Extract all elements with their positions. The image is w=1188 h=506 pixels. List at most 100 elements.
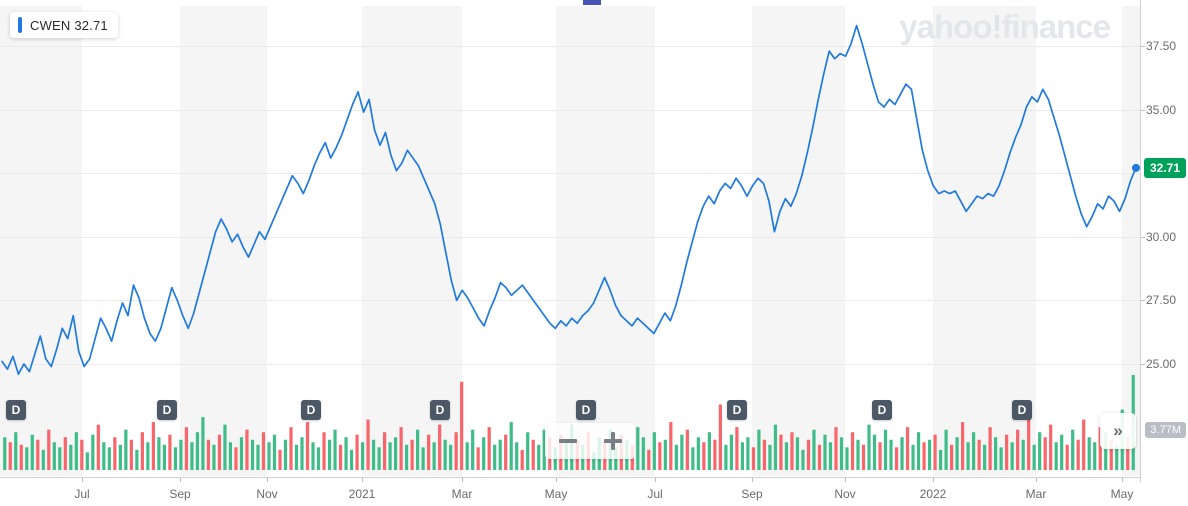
volume-bar [250, 439, 255, 470]
volume-bar [509, 422, 513, 470]
volume-bar [118, 444, 122, 470]
volume-bar [498, 439, 502, 470]
watermark-text-finance: finance [1001, 8, 1111, 45]
volume-bar [14, 432, 18, 470]
volume-bar [647, 449, 651, 470]
volume-bar [30, 434, 34, 470]
volume-bar [184, 427, 189, 470]
volume-bar [129, 439, 133, 470]
volume-bars [3, 375, 1135, 470]
volume-bar [355, 434, 359, 470]
volume-bar [867, 424, 871, 470]
chart-horizontal-scrollbar-track[interactable] [0, 0, 1188, 5]
date-axis-tick-label: May [1110, 487, 1134, 501]
dividend-marker[interactable]: D [430, 400, 450, 420]
dividend-marker[interactable]: D [727, 400, 747, 420]
volume-bar [454, 432, 458, 470]
minus-icon [558, 439, 577, 443]
volume-bar [652, 432, 656, 470]
volume-bar [349, 449, 354, 470]
volume-bar [272, 434, 277, 470]
chart-horizontal-scrollbar-thumb[interactable] [583, 0, 601, 5]
volume-bar [592, 452, 596, 470]
volume-bar [261, 432, 266, 470]
volume-bar [696, 437, 700, 470]
volume-bar [504, 434, 508, 470]
legend-chip[interactable]: CWEN 32.71 [10, 12, 118, 38]
zoom-in-button[interactable] [600, 428, 626, 454]
dividend-marker[interactable]: D [301, 400, 321, 420]
gridline [0, 109, 1140, 111]
date-axis-tick-label: Sep [741, 487, 763, 501]
volume-bar [311, 442, 315, 470]
volume-bar [994, 437, 998, 470]
volume-bar [966, 442, 970, 470]
volume-bar [360, 442, 365, 470]
volume-bar [493, 444, 497, 470]
volume-bar [955, 437, 959, 470]
background-band [362, 6, 462, 476]
volume-bar [151, 422, 155, 470]
zoom-out-button[interactable] [555, 428, 581, 454]
date-axis[interactable]: Jul Sep Nov 2021 Mar May Jul Sep Nov 2022 Mar May [0, 477, 1140, 506]
price-axis[interactable]: 37.50 35.00 30.00 27.50 25.00 32.71 3.77M [1140, 0, 1188, 482]
volume-bar [327, 439, 332, 470]
volume-bar [36, 439, 40, 470]
date-axis-tick-label: 2021 [348, 487, 376, 501]
zoom-controls[interactable] [545, 423, 635, 459]
volume-bar [894, 447, 899, 470]
volume-bar [212, 444, 216, 470]
volume-bar [1054, 442, 1058, 470]
gridline [0, 300, 1140, 302]
price-axis-tick-mark [1141, 46, 1145, 47]
volume-bar [206, 439, 211, 470]
volume-bar [394, 437, 398, 470]
volume-bar [663, 439, 667, 470]
volume-bar [460, 381, 464, 470]
volume-bar [1043, 437, 1047, 470]
background-band [933, 6, 1036, 476]
dividend-marker[interactable]: D [872, 400, 892, 420]
date-axis-tick-label: Mar [1025, 487, 1047, 501]
volume-bar [911, 444, 915, 470]
volume-bar [713, 439, 717, 470]
volume-bar [905, 427, 910, 470]
dividend-marker[interactable]: D [6, 400, 26, 420]
volume-bar [839, 437, 844, 470]
date-axis-tick-mark [180, 478, 181, 482]
volume-bar [124, 429, 128, 470]
volume-bar [1082, 419, 1086, 470]
date-axis-tick-mark [1036, 478, 1037, 482]
volume-bar [190, 442, 194, 470]
volume-bar [795, 437, 800, 470]
volume-bar [157, 437, 161, 470]
go-to-latest-button[interactable]: » [1100, 413, 1136, 449]
volume-bar [685, 429, 689, 470]
volume-bar [146, 442, 150, 470]
volume-bar [256, 444, 260, 470]
volume-bar [58, 447, 62, 470]
date-axis-tick-mark [752, 478, 753, 482]
volume-bar [933, 434, 937, 470]
yahoo-finance-watermark: yahoo!finance [899, 8, 1111, 46]
dividend-marker[interactable]: D [576, 400, 596, 420]
volume-bar [179, 439, 183, 470]
volume-bar [735, 427, 739, 470]
volume-bar [283, 439, 288, 470]
volume-bar [1010, 442, 1014, 470]
volume-bar [674, 444, 678, 470]
date-axis-tick-mark [362, 478, 363, 482]
volume-bar [333, 429, 337, 470]
volume-bar [366, 419, 370, 470]
dividend-marker[interactable]: D [157, 400, 177, 420]
volume-bar [305, 422, 310, 470]
background-band [556, 6, 655, 476]
volume-bar [526, 432, 530, 470]
dividend-marker[interactable]: D [1012, 400, 1032, 420]
legend-color-swatch [18, 17, 22, 33]
volume-bar [680, 434, 684, 470]
volume-bar [471, 429, 475, 470]
volume-bar [972, 432, 976, 470]
